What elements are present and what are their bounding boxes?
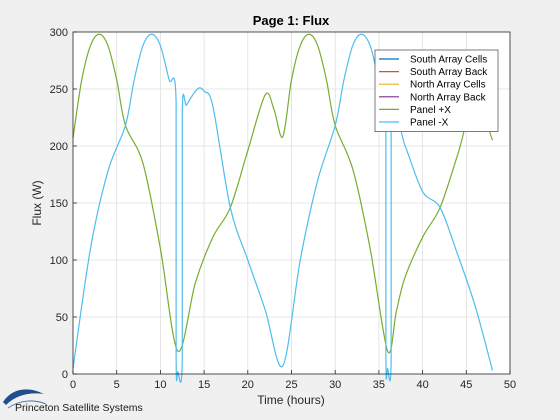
legend-entry-label: North Array Back (410, 92, 487, 103)
x-axis-label: Time (hours) (257, 393, 325, 407)
legend-entry-label: Panel -X (410, 118, 449, 129)
x-tick-label: 50 (504, 379, 516, 391)
y-tick-label: 250 (50, 84, 68, 96)
logo-text: Princeton Satellite Systems (15, 402, 143, 414)
y-tick-label: 0 (62, 369, 68, 381)
legend-entry-label: South Array Back (410, 67, 488, 78)
legend-box (374, 49, 499, 132)
legend-entry-label: Panel +X (410, 105, 451, 116)
x-tick-label: 30 (329, 379, 341, 391)
x-tick-label: 5 (114, 379, 120, 391)
y-tick-label: 50 (56, 312, 68, 324)
legend-entry-label: South Array Cells (410, 55, 487, 66)
chart-title: Page 1: Flux (253, 13, 330, 28)
y-axis-label: Flux (W) (30, 180, 44, 225)
x-tick-label: 20 (242, 379, 254, 391)
y-tick-label: 150 (50, 198, 68, 210)
y-tick-label: 300 (50, 27, 68, 39)
y-tick-label: 200 (50, 141, 68, 153)
x-tick-label: 0 (70, 379, 76, 391)
series-line-panel-x (72, 33, 494, 354)
x-tick-label: 10 (154, 379, 166, 391)
ticks: 0 5 10 15 20 25 30 35 40 45 50 0 50 100 150 200 250 300 (50, 27, 516, 391)
series-group (72, 33, 494, 383)
logo: Princeton Satellite Systems (3, 389, 143, 414)
legend-entry-label: North Array Cells (410, 80, 486, 91)
x-tick-label: 45 (460, 379, 472, 391)
x-tick-label: 25 (285, 379, 297, 391)
x-tick-label: 15 (198, 379, 210, 391)
logo-orbit-icon (7, 400, 47, 409)
logo-swoosh-icon (3, 389, 44, 405)
x-tick-label: 35 (373, 379, 385, 391)
x-tick-label: 40 (416, 379, 428, 391)
y-tick-label: 100 (50, 255, 68, 267)
series-line-panel-x (72, 33, 494, 383)
